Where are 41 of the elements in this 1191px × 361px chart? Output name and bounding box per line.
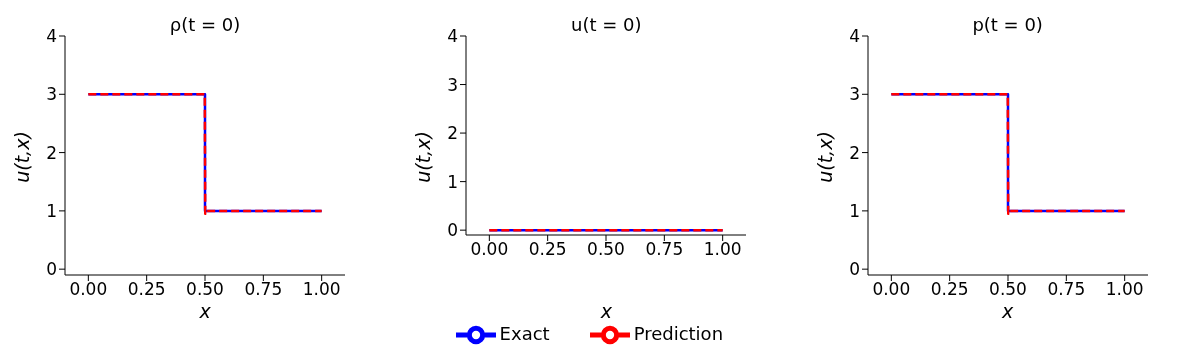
x-tick-label: 1.00 bbox=[704, 239, 742, 260]
x-tick-label: 0.50 bbox=[587, 239, 626, 260]
y-tick-label: 1 bbox=[848, 200, 860, 221]
y-tick-label: 3 bbox=[848, 84, 860, 105]
x-tick-label: 0.50 bbox=[186, 279, 224, 300]
y-tick-label: 0 bbox=[848, 259, 860, 280]
y-axis-title: u(t,x) bbox=[412, 130, 435, 185]
x-tick-label: 0.50 bbox=[988, 279, 1027, 300]
y-tick-label: 1 bbox=[447, 171, 459, 192]
y-tick-label: 2 bbox=[46, 142, 57, 163]
y-tick-label: 2 bbox=[848, 142, 860, 163]
y-tick-label: 4 bbox=[447, 26, 459, 47]
x-tick-label: 0.00 bbox=[872, 279, 910, 300]
y-tick-label: 3 bbox=[447, 74, 459, 95]
x-axis-title: x bbox=[1001, 300, 1015, 322]
x-tick-label: 0.75 bbox=[244, 279, 283, 300]
chart-title: u(t = 0) bbox=[570, 14, 643, 35]
x-tick-label: 0.25 bbox=[529, 239, 567, 260]
chart-title: ρ(t = 0) bbox=[168, 14, 242, 35]
x-tick-label: 0.25 bbox=[127, 279, 166, 300]
x-tick-label: 0.00 bbox=[470, 239, 509, 260]
y-tick-label: 0 bbox=[46, 259, 57, 280]
x-tick-label: 0.75 bbox=[1047, 279, 1085, 300]
x-axis-title: x bbox=[599, 300, 613, 322]
legend-label: Prediction bbox=[633, 323, 724, 344]
x-tick-label: 1.00 bbox=[1105, 279, 1144, 300]
y-tick-label: 2 bbox=[447, 123, 459, 144]
legend-label: Exact bbox=[499, 323, 550, 344]
x-tick-label: 1.00 bbox=[302, 279, 341, 300]
y-tick-label: 4 bbox=[46, 26, 57, 47]
x-axis-title: x bbox=[198, 300, 212, 322]
x-tick-label: 0.25 bbox=[930, 279, 969, 300]
y-axis-title: u(t,x) bbox=[813, 130, 836, 185]
y-tick-label: 4 bbox=[848, 26, 860, 47]
y-axis-title: u(t,x) bbox=[11, 130, 33, 185]
y-tick-label: 0 bbox=[447, 220, 459, 241]
chart-title: p(t = 0) bbox=[971, 14, 1044, 35]
y-tick-label: 1 bbox=[46, 200, 57, 221]
x-tick-label: 0.00 bbox=[69, 279, 108, 300]
x-tick-label: 0.75 bbox=[645, 239, 684, 260]
y-tick-label: 3 bbox=[46, 84, 57, 105]
